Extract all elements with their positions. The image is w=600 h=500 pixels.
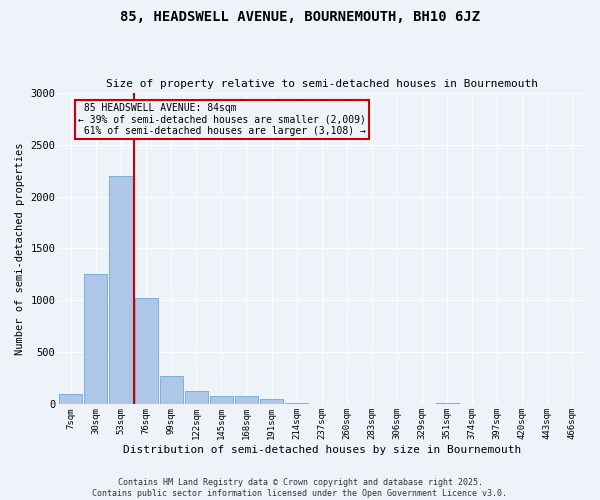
Text: Contains HM Land Registry data © Crown copyright and database right 2025.
Contai: Contains HM Land Registry data © Crown c…	[92, 478, 508, 498]
Bar	[59, 394, 82, 404]
Bar	[85, 274, 107, 404]
Title: Size of property relative to semi-detached houses in Bournemouth: Size of property relative to semi-detach…	[106, 79, 538, 89]
Bar	[235, 396, 258, 404]
X-axis label: Distribution of semi-detached houses by size in Bournemouth: Distribution of semi-detached houses by …	[122, 445, 521, 455]
Text: 85, HEADSWELL AVENUE, BOURNEMOUTH, BH10 6JZ: 85, HEADSWELL AVENUE, BOURNEMOUTH, BH10 …	[120, 10, 480, 24]
Bar	[260, 399, 283, 404]
Bar	[109, 176, 133, 404]
Text: 85 HEADSWELL AVENUE: 84sqm
← 39% of semi-detached houses are smaller (2,009)
 61: 85 HEADSWELL AVENUE: 84sqm ← 39% of semi…	[79, 103, 366, 136]
Bar	[185, 391, 208, 404]
Y-axis label: Number of semi-detached properties: Number of semi-detached properties	[15, 142, 25, 354]
Bar	[134, 298, 158, 405]
Bar	[160, 376, 183, 404]
Bar	[210, 396, 233, 404]
